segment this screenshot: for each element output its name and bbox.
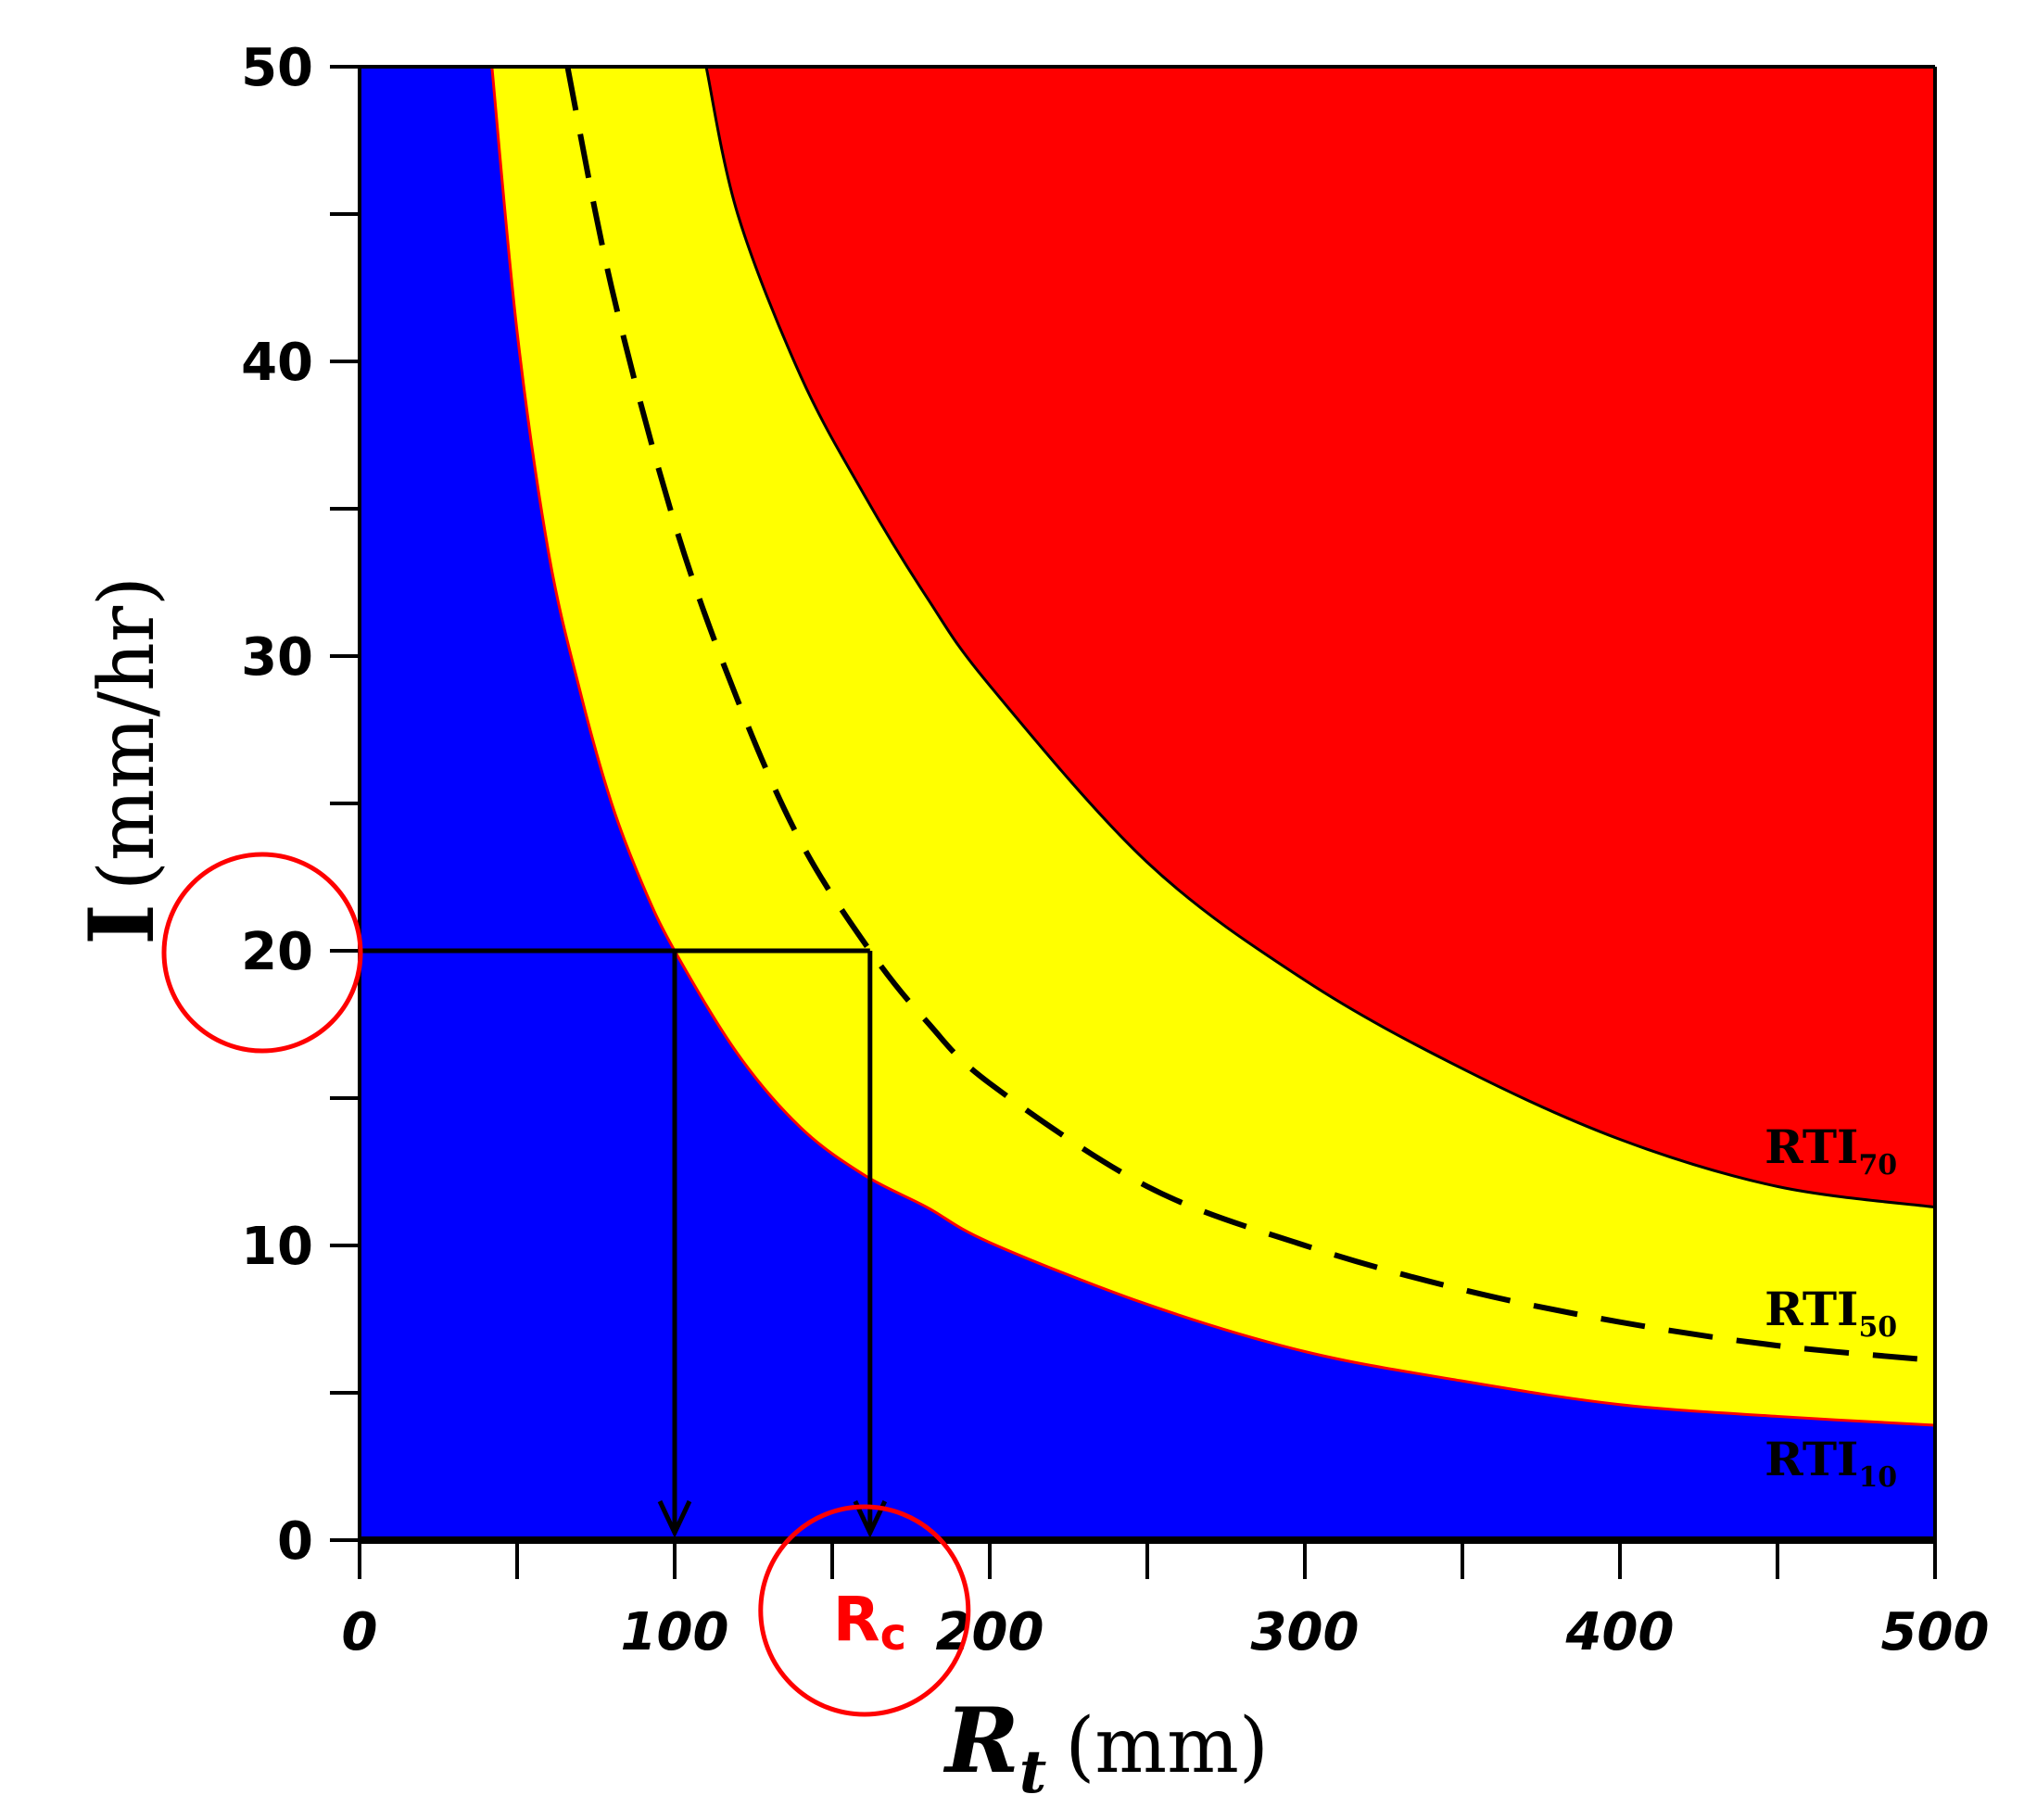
x-tick-label: 200 xyxy=(936,1602,1044,1662)
x-tick-label: 400 xyxy=(1565,1602,1675,1662)
curve-label-rti70: RTI70 xyxy=(1765,1119,1897,1182)
x-axis-title-sub: t xyxy=(1019,1738,1047,1807)
curve-label-rti10: RTI10 xyxy=(1765,1432,1897,1494)
x-ticks: 0 100 200 300 400 500 xyxy=(342,1540,1990,1662)
plot-area xyxy=(360,67,1935,1540)
y-ticks: 0 10 20 30 40 50 xyxy=(241,38,360,1572)
x-tick-label: 100 xyxy=(621,1602,729,1662)
guide-arrowhead xyxy=(853,1499,888,1538)
y-tick-label: 0 xyxy=(277,1511,313,1572)
region-rti70 xyxy=(706,67,1935,1207)
x-tick-label: 0 xyxy=(342,1602,378,1662)
x-tick-label: 300 xyxy=(1251,1602,1360,1662)
y-tick-label: 20 xyxy=(241,922,313,982)
x-axis-title: Rt (mm) xyxy=(942,1688,1269,1807)
y-tick-label: 50 xyxy=(241,38,313,98)
x-axis-title-unit: (mm) xyxy=(1065,1702,1269,1790)
guide-arrowhead xyxy=(657,1499,692,1538)
highlight-circle-rc xyxy=(758,1504,971,1717)
annotations: Rc xyxy=(161,852,971,1717)
y-tick-label: 10 xyxy=(241,1217,313,1277)
curve-rti70-line xyxy=(704,67,1935,1209)
y-axis-title-main: I xyxy=(70,904,174,945)
y-axis-title: I (mm/hr) xyxy=(70,576,174,945)
guide-lines xyxy=(360,948,888,1538)
y-tick-label: 30 xyxy=(241,627,313,688)
curve-labels: RTI70 RTI50 RTI10 xyxy=(1765,1119,1897,1494)
rc-label: Rc xyxy=(833,1584,906,1661)
y-axis-title-unit: (mm/hr) xyxy=(83,576,171,891)
curve-label-rti50: RTI50 xyxy=(1765,1282,1897,1344)
curve-rti10-line xyxy=(490,67,1935,1427)
y-tick-label: 40 xyxy=(241,333,313,393)
x-tick-label: 500 xyxy=(1881,1602,1990,1662)
highlight-circle-y20 xyxy=(161,852,363,1054)
curve-rti50-line xyxy=(564,67,1935,1364)
x-axis-title-main: R xyxy=(942,1688,1019,1793)
